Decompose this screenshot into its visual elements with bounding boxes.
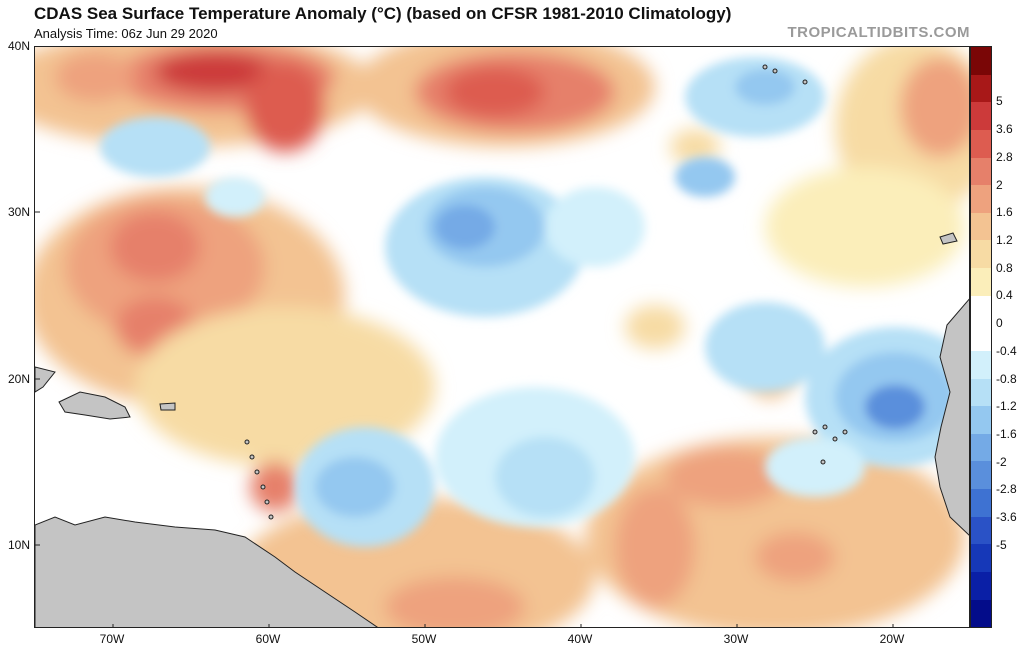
colorbar-segment [971,185,991,213]
colorbar-tick-label: -2.8 [996,482,1017,497]
colorbar-segment [971,599,991,628]
colorbar-segment [971,129,991,158]
hispaniola-land [58,391,131,420]
colorbar-tick-label: 2.8 [996,149,1013,164]
lon-label-50w: 50W [411,632,437,646]
colorbar-segment [971,378,991,407]
colorbar-tick-label: 2 [996,177,1003,192]
colorbar-segment [971,295,991,324]
lon-label-20w: 20W [879,632,905,646]
lat-label-40n: 40N [7,39,30,53]
colorbar-segment [971,350,991,379]
colorbar-tick-label: -5 [996,537,1007,552]
canary-islands-land [939,232,958,245]
colorbar-segment [971,544,991,572]
south-america-land [35,516,378,627]
colorbar-tick-label: 0.8 [996,260,1013,275]
cuba-land [35,366,56,393]
colorbar-segment [971,102,991,130]
warm-anomaly-fields [35,47,969,627]
colorbar-tick-label: -0.8 [996,371,1017,386]
colorbar-tick-label: -3.6 [996,510,1017,525]
colorbar-tick-label: 5 [996,94,1003,109]
lon-label-70w: 70W [99,632,125,646]
colorbar-tick-label: 1.6 [996,205,1013,220]
colorbar [970,46,992,628]
lon-label-30w: 30W [723,632,749,646]
lon-label-40w: 40W [567,632,593,646]
source-credit: TROPICALTIDBITS.COM [787,24,970,41]
island-chains [244,64,848,520]
axis-ticks [35,211,894,627]
colorbar-segment [971,157,991,186]
colorbar-segment [971,406,991,434]
colorbar-tick-label: 0.4 [996,288,1013,303]
colorbar-segment [971,571,991,600]
colorbar-segment [971,433,991,462]
puerto-rico-land [159,402,176,411]
land-masses [35,232,969,627]
colorbar-segment [971,240,991,268]
colorbar-tick-label: -0.4 [996,343,1017,358]
analysis-time: Analysis Time: 06z Jun 29 2020 [34,26,218,41]
colorbar-segment [971,461,991,489]
lat-label-20n: 20N [7,372,30,386]
colorbar-segment [971,489,991,517]
colorbar-segment [971,268,991,296]
colorbar-segment [971,47,991,75]
colorbar-tick-label: -1.2 [996,399,1017,414]
colorbar-tick-label: 0 [996,316,1003,331]
colorbar-segment [971,74,991,103]
colorbar-tick-label: 1.2 [996,233,1013,247]
colorbar-tick-label: 3.6 [996,122,1013,137]
colorbar-segment [971,323,991,351]
lat-label-10n: 10N [7,538,30,552]
lon-label-60w: 60W [255,632,281,646]
map-title: CDAS Sea Surface Temperature Anomaly (°C… [34,4,732,23]
map-canvas [35,47,969,627]
lat-label-30n: 30N [7,205,30,219]
colorbar-segment [971,212,991,241]
west-africa-land [934,298,969,536]
colorbar-tick-label: -2 [996,454,1007,469]
colorbar-tick-label: -1.6 [996,427,1017,441]
colorbar-segment [971,516,991,545]
sst-anomaly-map [34,46,970,628]
